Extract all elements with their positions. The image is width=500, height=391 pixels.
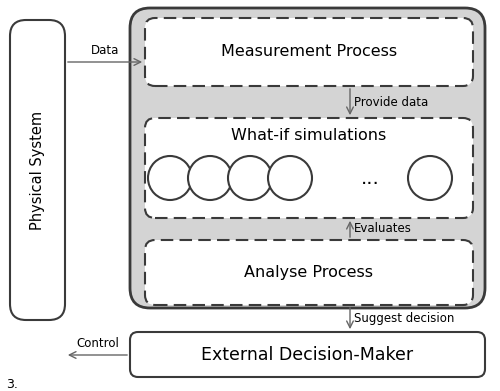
Text: Evaluates: Evaluates [354, 222, 412, 235]
Text: What-if simulations: What-if simulations [232, 129, 386, 143]
Text: Control: Control [76, 337, 119, 350]
Text: Data: Data [91, 44, 119, 57]
FancyBboxPatch shape [10, 20, 65, 320]
Text: Analyse Process: Analyse Process [244, 265, 374, 280]
Ellipse shape [228, 156, 272, 200]
Ellipse shape [268, 156, 312, 200]
Text: External Decision-Maker: External Decision-Maker [202, 346, 414, 364]
Text: Suggest decision: Suggest decision [354, 312, 454, 325]
FancyBboxPatch shape [130, 8, 485, 308]
Text: 3.: 3. [6, 378, 18, 391]
Ellipse shape [148, 156, 192, 200]
FancyBboxPatch shape [145, 118, 473, 218]
Ellipse shape [408, 156, 452, 200]
Text: Measurement Process: Measurement Process [221, 45, 397, 59]
Ellipse shape [188, 156, 232, 200]
FancyBboxPatch shape [145, 240, 473, 305]
FancyBboxPatch shape [145, 18, 473, 86]
Text: Physical System: Physical System [30, 110, 45, 230]
FancyBboxPatch shape [130, 332, 485, 377]
Text: ...: ... [360, 169, 380, 188]
Text: Provide data: Provide data [354, 95, 428, 108]
